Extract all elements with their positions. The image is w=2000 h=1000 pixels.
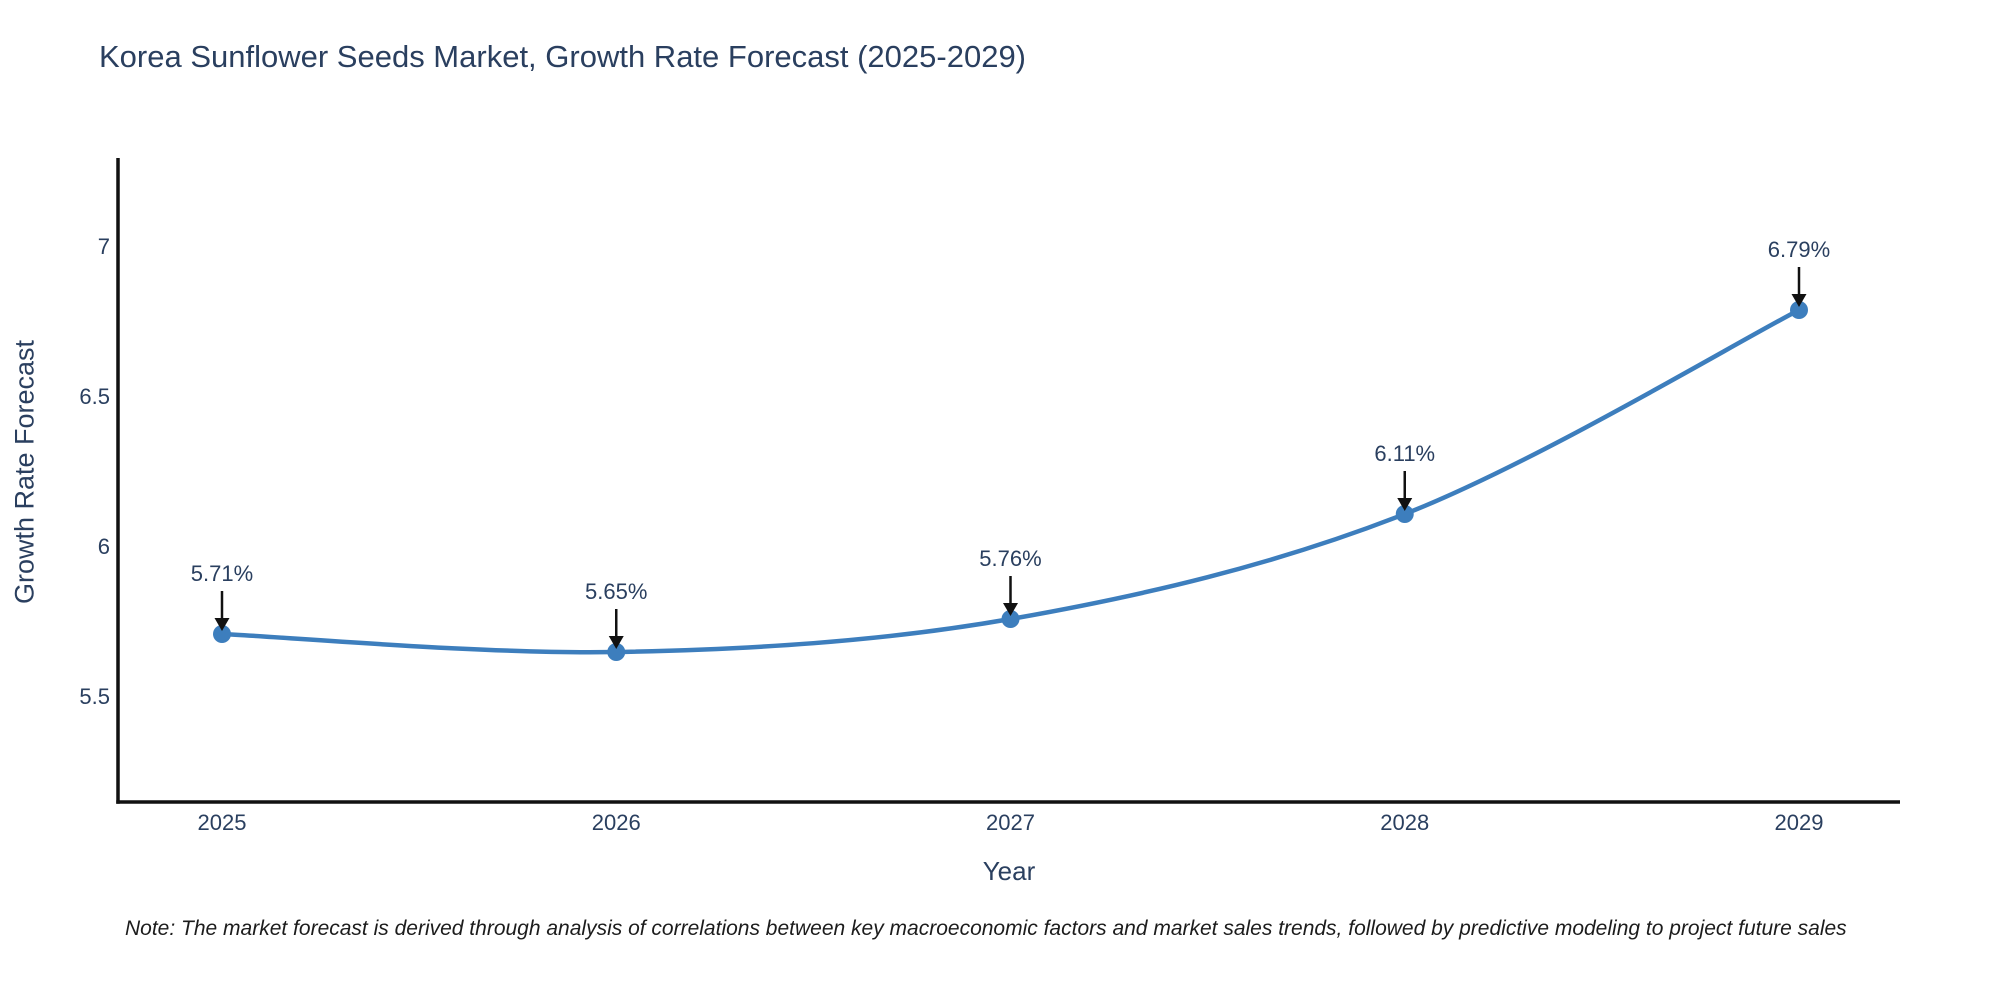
point-annotation: 5.71% [190, 561, 254, 586]
annotation-arrow-head [1003, 603, 1018, 616]
point-annotation: 6.79% [1767, 237, 1831, 262]
annotation-arrow-head [1397, 498, 1413, 511]
data-point-marker [213, 625, 231, 643]
x-tick-label: 2028 [1380, 810, 1430, 835]
annotation-arrow-head [214, 618, 230, 631]
y-tick-label: 6 [97, 534, 110, 559]
chart-footnote: Note: The market forecast is derived thr… [125, 917, 1847, 940]
data-point-marker [1001, 610, 1020, 628]
x-tick-label: 2025 [197, 810, 247, 835]
y-tick-label: 6.5 [79, 384, 110, 409]
point-annotation: 5.76% [979, 546, 1042, 571]
x-tick-label: 2027 [986, 810, 1035, 835]
x-axis-title: Year [982, 856, 1036, 886]
data-point-marker [607, 643, 626, 661]
annotation-arrow-head [608, 636, 624, 649]
x-tick-label: 2029 [1774, 810, 1824, 835]
y-tick-label: 7 [97, 234, 110, 259]
forecast-line [219, 307, 1802, 655]
y-axis-title: Growth Rate Forecast [9, 339, 40, 605]
point-annotation: 6.11% [1374, 441, 1436, 466]
data-point-marker [1395, 505, 1414, 523]
y-tick-label: 5.5 [79, 684, 110, 709]
data-point-marker [1790, 301, 1808, 319]
annotation-arrow-head [1791, 294, 1807, 307]
point-annotation: 5.65% [585, 579, 648, 604]
x-tick-label: 2026 [591, 810, 641, 835]
chart-title: Korea Sunflower Seeds Market, Growth Rat… [99, 39, 1027, 74]
